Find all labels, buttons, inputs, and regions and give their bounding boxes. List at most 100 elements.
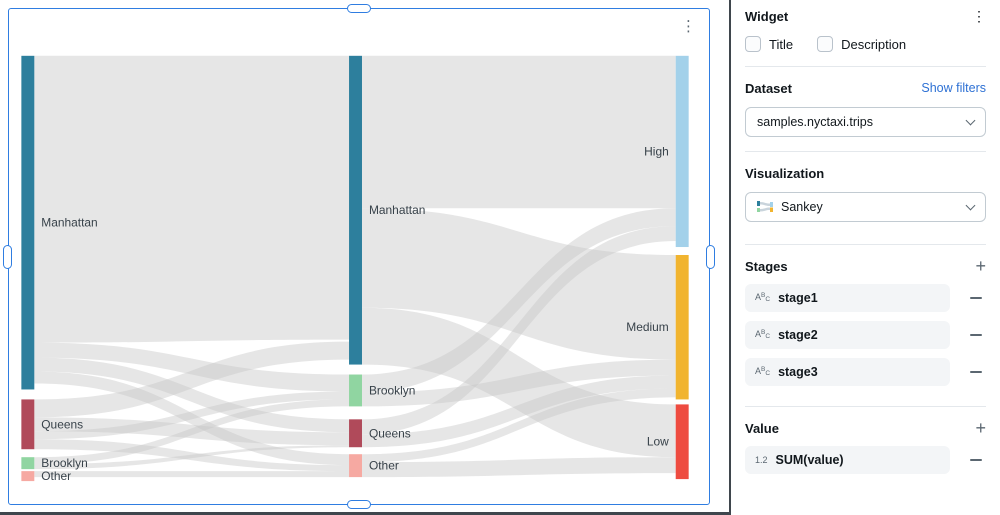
widget-options-row: Title Description (745, 34, 986, 54)
separator (745, 406, 986, 407)
value-field-name: SUM(value) (775, 453, 844, 467)
resize-handle-right[interactable] (706, 244, 715, 269)
sankey-node-manhattan[interactable] (21, 55, 35, 390)
sankey-node-label: Other (369, 459, 399, 473)
sankey-node-low[interactable] (675, 404, 689, 480)
sankey-link[interactable] (34, 341, 350, 418)
remove-stage-button[interactable] (966, 325, 986, 345)
title-checkbox[interactable]: Title (745, 36, 793, 52)
dataset-section-header: Dataset Show filters (745, 79, 986, 97)
checkbox-box[interactable] (817, 36, 834, 52)
stages-label: Stages (745, 258, 788, 274)
add-value-button[interactable]: + (975, 418, 986, 438)
sankey-icon (757, 201, 773, 212)
sankey-node-label: Manhattan (41, 216, 97, 230)
panel-title: Widget (745, 8, 789, 24)
sankey-node-other[interactable] (21, 471, 35, 482)
visualization-select-value: Sankey (781, 200, 823, 214)
value-label: Value (745, 420, 779, 436)
sankey-link[interactable] (34, 357, 350, 433)
sankey-node-high[interactable] (675, 55, 689, 248)
sankey-node-other[interactable] (349, 454, 362, 478)
sankey-node-label: Queens (41, 417, 83, 431)
sankey-link[interactable] (34, 55, 350, 343)
stage-field-name: stage2 (778, 328, 818, 342)
panel-resize-divider[interactable] (729, 0, 731, 515)
resize-handle-top[interactable] (347, 4, 371, 13)
panel-header: Widget ⋮ (745, 6, 986, 26)
sankey-link[interactable] (34, 399, 350, 465)
value-field[interactable]: 1.2 SUM(value) (745, 446, 950, 474)
sankey-node-queens[interactable] (21, 399, 35, 450)
sankey-link[interactable] (34, 417, 350, 446)
remove-value-button[interactable] (966, 450, 986, 470)
sankey-link[interactable] (34, 445, 350, 470)
sankey-link[interactable] (361, 208, 676, 360)
sankey-node-brooklyn[interactable] (349, 374, 362, 407)
sankey-link[interactable] (34, 391, 350, 440)
sankey-node-manhattan[interactable] (349, 55, 362, 365)
stage-field-name: stage1 (778, 291, 818, 305)
sankey-link[interactable] (361, 208, 676, 393)
sankey-node-label: Medium (626, 320, 669, 334)
sankey-node-medium[interactable] (675, 255, 689, 400)
sankey-link[interactable] (34, 371, 350, 466)
remove-stage-button[interactable] (966, 362, 986, 382)
visualization-label: Visualization (745, 165, 825, 181)
sankey-node-label: Brooklyn (41, 456, 87, 470)
resize-handle-bottom[interactable] (347, 500, 371, 509)
description-checkbox[interactable]: Description (817, 36, 906, 52)
minus-icon (970, 297, 982, 299)
add-stage-button[interactable]: + (975, 256, 986, 276)
value-row: 1.2 SUM(value) (745, 446, 986, 474)
minus-icon (970, 459, 982, 461)
sankey-link[interactable] (361, 375, 676, 448)
sankey-node-label: Manhattan (369, 203, 425, 217)
widget-menu-button[interactable]: ⋮ (681, 18, 696, 35)
sankey-link[interactable] (361, 226, 676, 435)
checkbox-box[interactable] (745, 36, 761, 52)
sankey-chart[interactable]: ManhattanQueensBrooklynOtherManhattanBro… (9, 9, 709, 504)
dashboard-canvas[interactable]: ⋮ Manhattan Queens Brooklyn Other Manhattan B… (0, 0, 729, 515)
sankey-link[interactable] (361, 388, 676, 463)
sankey-node-queens[interactable] (349, 419, 362, 448)
resize-handle-left[interactable] (3, 244, 12, 269)
checkbox-label: Description (841, 36, 907, 52)
sankey-link[interactable] (361, 359, 676, 407)
stages-section-header: Stages + (745, 257, 986, 275)
sankey-link[interactable] (361, 457, 676, 478)
sankey-node-label: Other (41, 469, 71, 483)
sankey-node-label: Low (647, 435, 669, 449)
separator (745, 151, 986, 152)
widget-config-panel: Widget ⋮ Title Description Dataset Show … (731, 0, 1000, 515)
sankey-widget[interactable]: ⋮ Manhattan Queens Brooklyn Other Manhattan B… (3, 4, 715, 509)
show-filters-link[interactable]: Show filters (921, 81, 986, 95)
chevron-down-icon (965, 200, 976, 210)
dataset-select[interactable]: samples.nyctaxi.trips (745, 107, 986, 137)
separator (745, 66, 986, 67)
visualization-select[interactable]: Sankey (745, 192, 986, 222)
remove-stage-button[interactable] (966, 288, 986, 308)
panel-menu-button[interactable]: ⋮ (972, 8, 986, 24)
minus-icon (970, 334, 982, 336)
sankey-link[interactable] (361, 307, 676, 458)
sankey-link[interactable] (34, 342, 350, 392)
sankey-link[interactable] (34, 439, 350, 472)
sankey-node-brooklyn[interactable] (21, 457, 35, 470)
chevron-down-icon (965, 115, 976, 125)
sankey-node-label: Queens (369, 426, 411, 440)
stage-field-name: stage3 (778, 365, 818, 379)
sankey-node-label: Brooklyn (369, 383, 415, 397)
sankey-link[interactable] (34, 471, 350, 478)
dataset-select-value: samples.nyctaxi.trips (757, 115, 874, 129)
sankey-link[interactable] (361, 55, 676, 209)
